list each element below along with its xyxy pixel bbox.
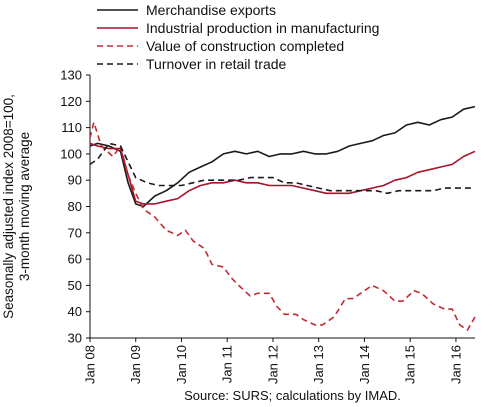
series-line-4 [89, 142, 475, 195]
series-line-1 [89, 105, 476, 208]
y-axis-ticks: 30 40 50 60 70 80 90 100 110 120 130 [60, 68, 90, 346]
source-note: Source: SURS; calculations by IMAD. [184, 388, 401, 403]
x-tick-label: Jan 14 [357, 345, 372, 384]
series-line-3 [89, 121, 476, 331]
legend-label: Merchandise exports [146, 2, 276, 18]
x-axis-ticks: Jan 08 Jan 09 Jan 10 Jan 11 Jan 12 Jan 13 Jan … [83, 338, 463, 384]
x-tick-label: Jan 09 [128, 345, 143, 384]
x-tick-label: Jan 12 [265, 345, 280, 384]
x-tick-label: Jan 08 [83, 345, 98, 384]
y-tick-label: 100 [60, 146, 82, 161]
chart-series [89, 105, 476, 331]
legend-label: Value of construction completed [146, 38, 344, 54]
y-tick-label: 40 [68, 304, 82, 319]
chart-legend: Merchandise exports Industrial production… [97, 2, 379, 72]
y-tick-label: 130 [60, 68, 82, 83]
y-tick-label: 60 [68, 252, 82, 267]
y-tick-label: 120 [60, 94, 82, 109]
x-tick-label: Jan 16 [448, 345, 463, 384]
y-tick-label: 110 [61, 120, 82, 135]
legend-label: Industrial production in manufacturing [146, 20, 379, 36]
x-tick-label: Jan 15 [403, 345, 418, 384]
x-tick-label: Jan 13 [311, 345, 326, 384]
y-tick-label: 80 [68, 199, 82, 214]
y-tick-label: 70 [68, 225, 82, 240]
y-axis-label: Seasonally adjusted index 2008=100,3-mon… [1, 94, 32, 319]
series-line-2 [89, 142, 476, 205]
x-tick-label: Jan 11 [220, 345, 235, 383]
x-tick-label: Jan 10 [174, 345, 189, 384]
y-tick-label: 50 [68, 278, 82, 293]
y-tick-label: 30 [68, 331, 82, 346]
y-tick-label: 90 [68, 173, 82, 188]
legend-label: Turnover in retail trade [146, 56, 287, 72]
